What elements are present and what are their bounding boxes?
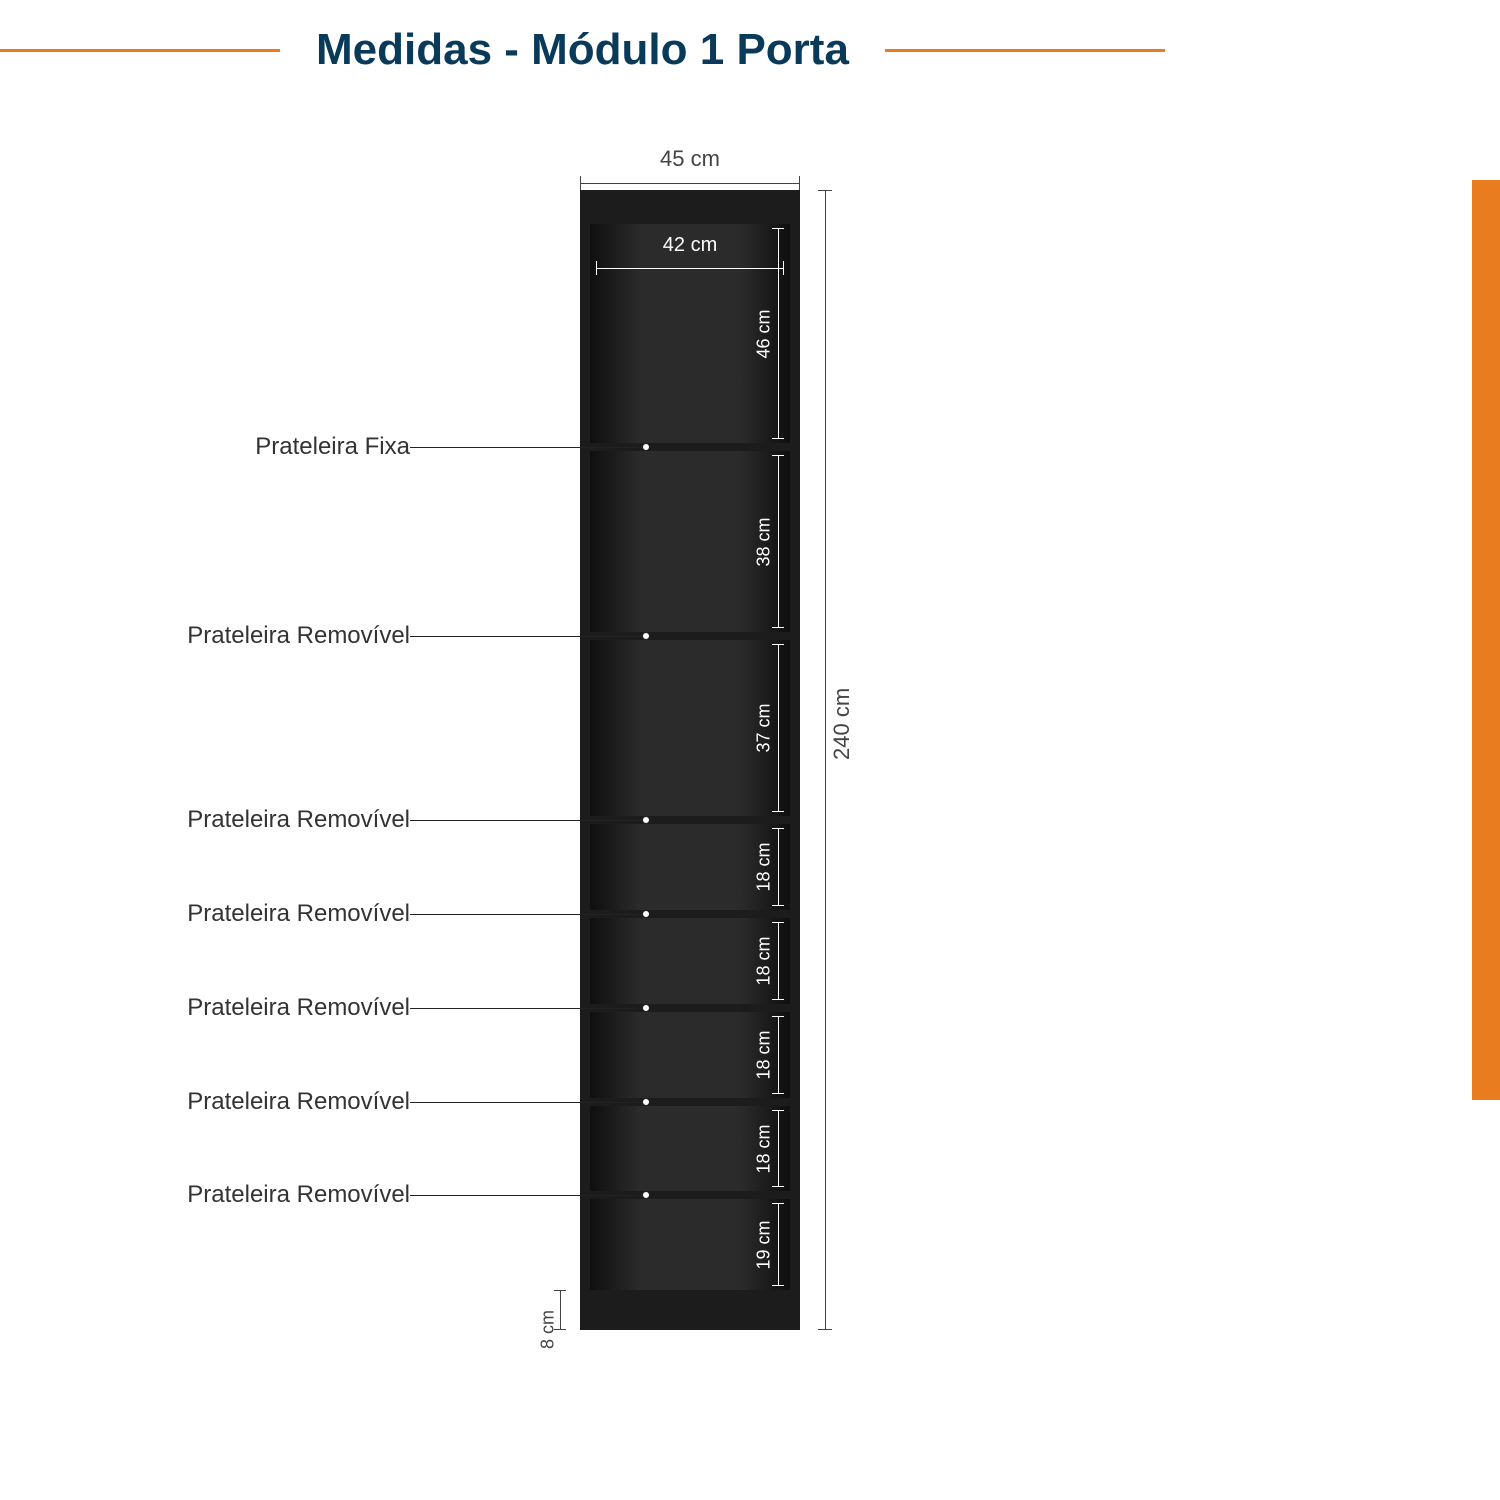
callout-dot-icon [642,1098,650,1106]
compartment-dimension: 19 cm [772,1203,784,1286]
compartment-dimension: 37 cm [772,644,784,812]
title-rule-right [885,49,1165,52]
diagram-stage: 46 cm38 cm37 cm18 cm18 cm18 cm18 cm19 cm… [0,130,1500,1490]
cabinet: 46 cm38 cm37 cm18 cm18 cm18 cm18 cm19 cm… [580,190,800,1330]
shelf-callout: Prateleira Removível [410,1008,646,1009]
total-height-label: 240 cm [829,688,855,760]
compartment-dimension-label: 18 cm [754,1124,775,1173]
compartment-dimension: 18 cm [772,922,784,1000]
compartment-dimension: 18 cm [772,828,784,906]
cabinet-base [580,1290,800,1330]
compartment-dimension-label: 38 cm [754,517,775,566]
base-height-label: 8 cm [538,1310,559,1349]
inner-width-dimension: 42 cm [596,234,784,275]
title-rule-left [0,49,280,52]
shelf-callout: Prateleira Removível [410,820,646,821]
outer-width-label: 45 cm [580,146,800,172]
cabinet-top [580,190,800,224]
inner-width-label: 42 cm [596,234,784,257]
shelf-callout-label: Prateleira Removível [187,1088,410,1116]
base-height-dimension: 8 cm [516,1290,566,1330]
shelf-callout: Prateleira Fixa [410,447,646,448]
page-title: Medidas - Módulo 1 Porta [280,25,885,75]
title-row: Medidas - Módulo 1 Porta [0,20,1500,80]
callout-dot-icon [642,1004,650,1012]
cabinet-wall-left [580,190,590,1330]
compartment-dimension-label: 18 cm [754,1030,775,1079]
compartment-dimension: 18 cm [772,1016,784,1094]
shelf-callout-label: Prateleira Removível [187,622,410,650]
shelf-callout-label: Prateleira Removível [187,1181,410,1209]
outer-width-dimension: 45 cm [580,146,800,190]
shelf-callout: Prateleira Removível [410,1195,646,1196]
compartment-dimension: 38 cm [772,455,784,628]
shelf-callout-label: Prateleira Fixa [255,433,410,461]
compartment-dimension-label: 19 cm [754,1220,775,1269]
compartment-dimension-label: 37 cm [754,704,775,753]
shelf-callout-label: Prateleira Removível [187,900,410,928]
shelf-callout: Prateleira Removível [410,1102,646,1103]
cabinet-wall-right [790,190,800,1330]
compartment-dimension: 18 cm [772,1110,784,1188]
shelf-callout: Prateleira Removível [410,636,646,637]
compartment-dimension-label: 18 cm [754,843,775,892]
shelf-callout-label: Prateleira Removível [187,994,410,1022]
compartment-dimension-label: 46 cm [754,309,775,358]
compartment-dimension-label: 18 cm [754,937,775,986]
shelf-callout-label: Prateleira Removível [187,806,410,834]
shelf-callout: Prateleira Removível [410,914,646,915]
total-height-dimension: 240 cm [818,190,878,1330]
